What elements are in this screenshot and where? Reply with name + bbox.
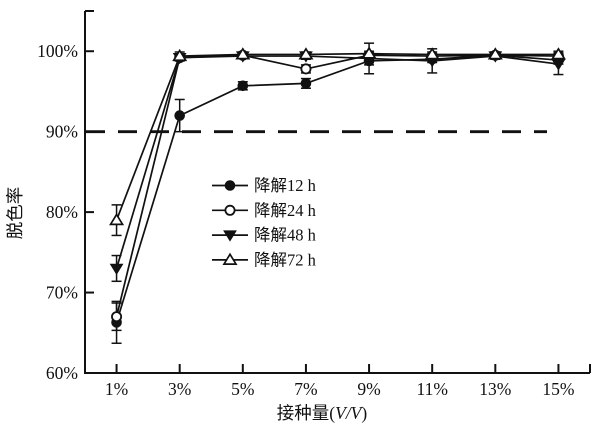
legend-label: 降解24 h <box>254 201 317 220</box>
y-axis-title: 脱色率 <box>5 187 25 240</box>
x-tick-label: 11% <box>416 379 447 399</box>
y-tick-label: 90% <box>46 122 78 142</box>
x-tick-label: 7% <box>294 379 317 399</box>
y-tick-label: 80% <box>46 202 78 222</box>
marker-filled-triangle-down <box>551 59 566 71</box>
marker-filled-circle <box>300 78 312 89</box>
x-tick-label: 9% <box>357 379 380 399</box>
marker-open-triangle-up <box>109 212 125 226</box>
axis-titles: 接种量(V/V) 脱色率 <box>5 187 367 423</box>
legend: 降解12 h 降解24 h 降解48 h 降解72 h <box>212 176 317 269</box>
x-tick-label: 5% <box>231 379 254 399</box>
marker-open-circle <box>300 63 312 75</box>
y-axis-ticks: 60% 70% 80% 90% 100% <box>37 41 94 383</box>
x-tick-label: 13% <box>479 379 511 399</box>
x-tick-label: 1% <box>105 379 128 399</box>
legend-label: 降解72 h <box>254 250 317 269</box>
x-tick-label: 3% <box>168 379 191 399</box>
x-tick-label: 15% <box>542 379 574 399</box>
y-tick-label: 70% <box>46 283 78 303</box>
y-tick-label: 100% <box>37 41 78 61</box>
marker-open-triangle-up <box>298 47 314 60</box>
marker-open-triangle-up <box>361 46 377 59</box>
marker-filled-circle <box>237 80 249 92</box>
series-line-降解48 h <box>115 55 559 269</box>
series-line-降解72 h <box>115 52 559 221</box>
x-axis-ticks: 1% 3% 5% 7% 9% 11% 13% 15% <box>105 364 574 399</box>
legend-label: 降解48 h <box>254 226 317 245</box>
marker-open-triangle-up <box>487 47 503 60</box>
marker-open-circle <box>111 311 123 323</box>
y-tick-label: 60% <box>46 363 78 383</box>
marker-filled-triangle-down <box>223 230 237 242</box>
marker-filled-triangle-down <box>109 263 124 275</box>
x-axis-title: 接种量(V/V) <box>277 403 368 423</box>
marker-filled-circle <box>224 180 236 191</box>
marker-open-triangle-up <box>235 47 251 60</box>
marker-open-triangle-up <box>424 47 440 60</box>
marker-filled-circle <box>174 110 185 121</box>
marker-open-triangle-up <box>222 252 238 265</box>
series-markers-降解72 h <box>109 46 566 226</box>
marker-open-circle <box>224 204 236 216</box>
marker-open-triangle-up <box>550 47 566 60</box>
marker-open-triangle-up <box>172 48 188 62</box>
legend-label: 降解12 h <box>254 176 317 195</box>
